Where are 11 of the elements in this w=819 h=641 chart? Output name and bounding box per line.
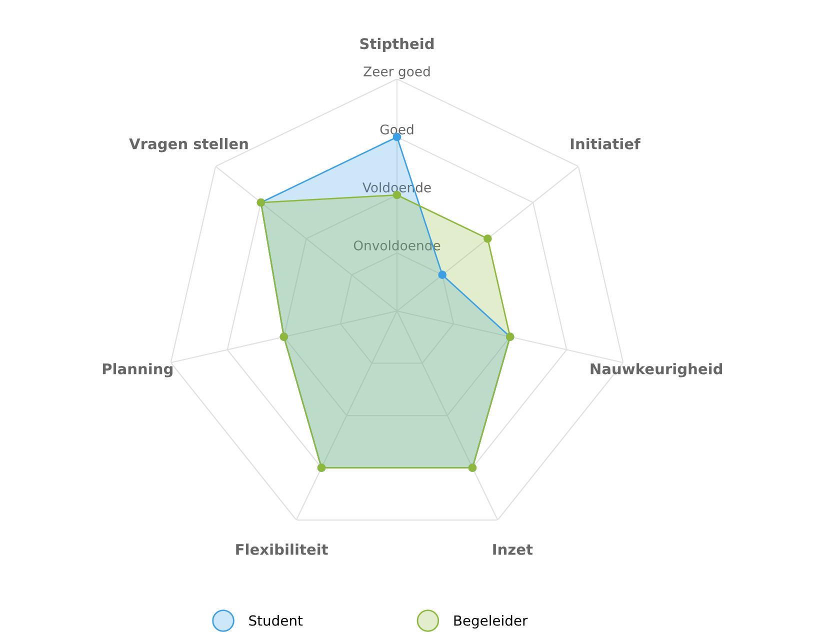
y-tick-label: Zeer goed [364, 66, 430, 79]
spoke-label: Vragen stellen [129, 138, 248, 152]
spoke-label: Stiptheid [360, 38, 434, 52]
legend-label: Student [249, 615, 303, 626]
legend-label: Begeleider [454, 615, 528, 628]
spoke-label: Planning [102, 363, 172, 378]
spoke-label: Initiatief [570, 138, 641, 150]
y-tick-label: Goed [380, 124, 414, 134]
spoke-label: Inzet [493, 544, 533, 555]
spoke-label: Flexibiliteit [236, 544, 328, 555]
spoke-label: Nauwkeurigheid [590, 363, 722, 378]
